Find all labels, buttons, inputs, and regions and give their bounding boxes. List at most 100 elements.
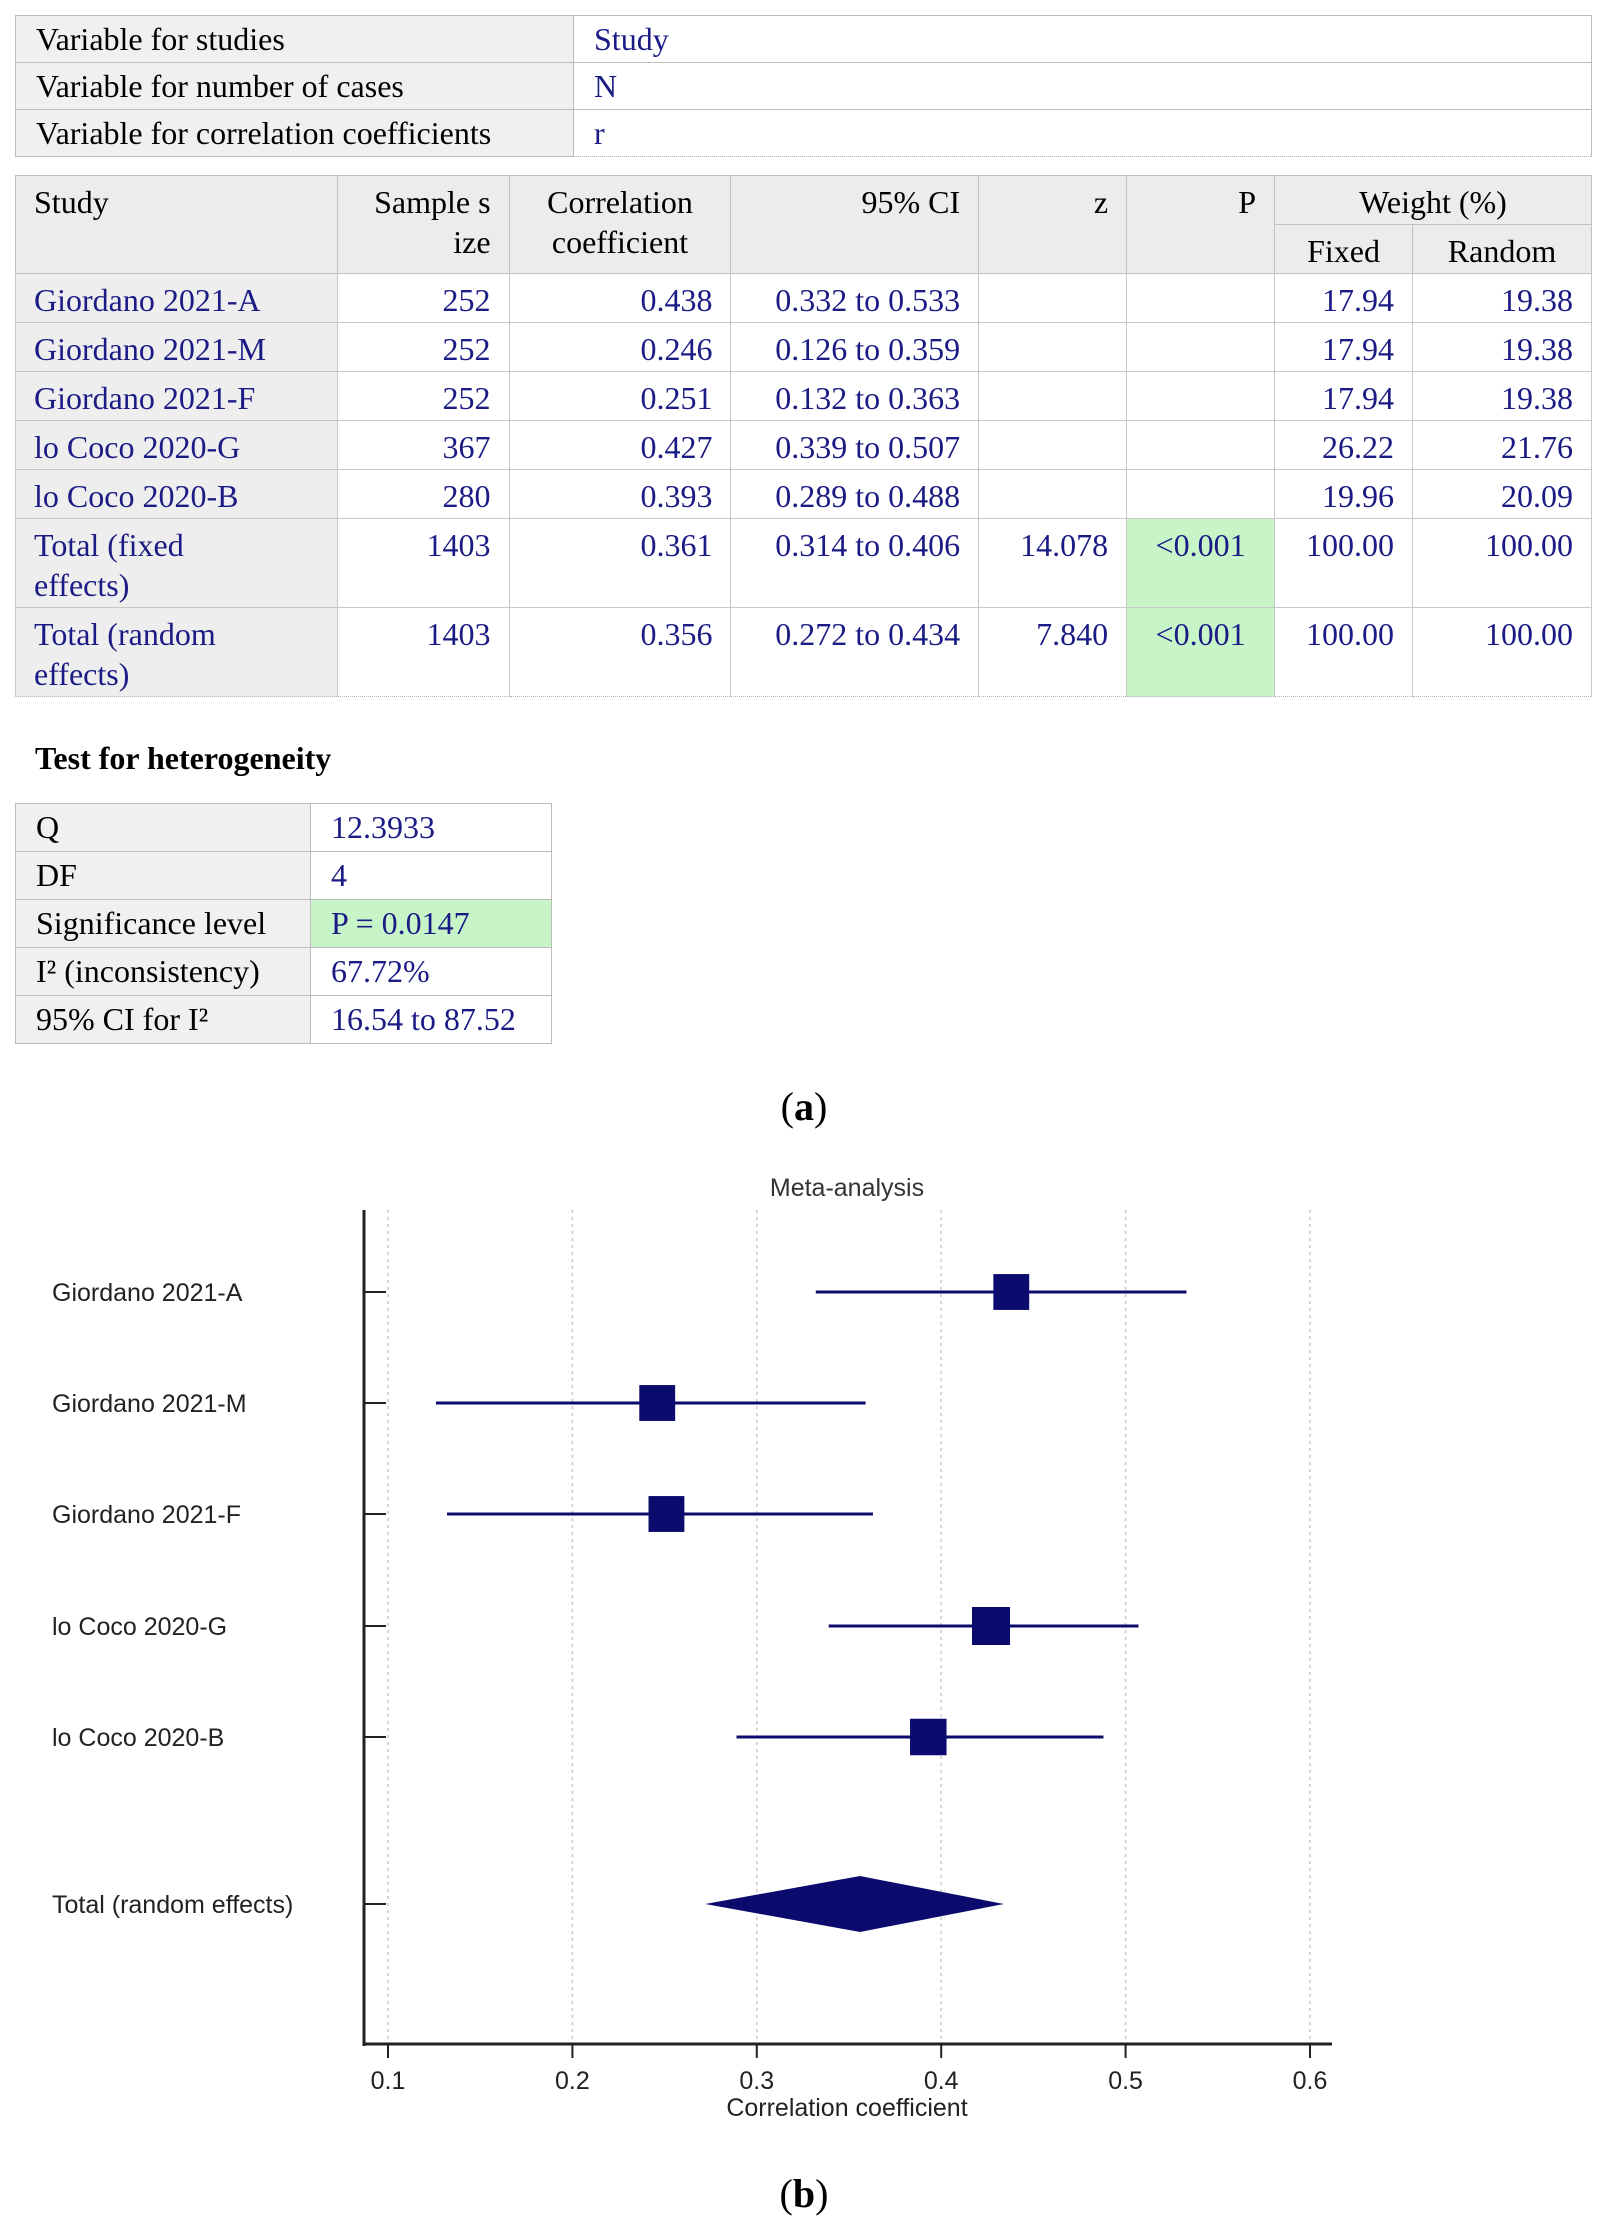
sample-size: 252 (336, 273, 510, 323)
p-value: <0.001 (1126, 607, 1276, 697)
x-axis-label: Correlation coefficient (726, 2094, 967, 2122)
sample-size: 367 (336, 420, 510, 470)
heterogeneity-label: Q (15, 803, 311, 852)
variable-row: Variable for number of cases N (15, 62, 1592, 110)
sample-size: 1403 (336, 518, 510, 608)
weight-random: 100.00 (1412, 518, 1592, 608)
study-name: lo Coco 2020-G (15, 420, 338, 470)
heterogeneity-label: 95% CI for I² (15, 995, 311, 1044)
header-fixed: Fixed (1274, 224, 1414, 274)
panel-label-a: (a) (780, 1084, 828, 1129)
p-value (1126, 469, 1276, 519)
variables-table: Variable for studies Study Variable for … (15, 15, 1592, 157)
header-correlation-line2: coefficient (551, 224, 689, 260)
heterogeneity-row: I² (inconsistency) 67.72% (15, 947, 552, 996)
weight-random: 20.09 (1412, 469, 1592, 519)
variable-row: Variable for correlation coefficients r (15, 109, 1592, 157)
summary-row: Total (random effects) (52, 1876, 1004, 1932)
sample-size: 252 (336, 322, 510, 372)
z-value: 7.840 (978, 607, 1128, 697)
x-tick-label: 0.5 (1108, 2067, 1143, 2095)
heterogeneity-row: 95% CI for I² 16.54 to 87.52 (15, 995, 552, 1044)
p-value (1126, 371, 1276, 421)
heterogeneity-label: Significance level (15, 899, 311, 948)
weight-random: 100.00 (1412, 607, 1592, 697)
heterogeneity-table: Q 12.3933 DF 4 Significance level P = 0.… (15, 803, 552, 1044)
header-random: Random (1412, 224, 1592, 274)
p-value (1126, 273, 1276, 323)
header-correlation: Correlation coefficient (508, 175, 732, 274)
z-value (978, 273, 1128, 323)
table-row: lo Coco 2020-B 280 0.393 0.289 to 0.488 … (15, 469, 1592, 519)
header-sample-size-line1: Sample s (374, 184, 491, 220)
x-tick-label: 0.1 (371, 2067, 406, 2095)
table-row: lo Coco 2020-G 367 0.427 0.339 to 0.507 … (15, 420, 1592, 470)
weight-fixed: 100.00 (1274, 518, 1414, 608)
effect-marker (639, 1385, 676, 1421)
study-row: lo Coco 2020-G (52, 1607, 1139, 1645)
z-value (978, 469, 1128, 519)
x-ticks: 0.1 0.2 0.3 0.4 0.5 0.6 (371, 2044, 1328, 2095)
study-name: Giordano 2021-M (15, 322, 338, 372)
weight-fixed: 100.00 (1274, 607, 1414, 697)
header-correlation-line1: Correlation (547, 184, 693, 220)
weight-random: 19.38 (1412, 371, 1592, 421)
x-tick-label: 0.3 (739, 2067, 774, 2095)
study-label: Giordano 2021-M (52, 1390, 247, 1418)
correlation: 0.393 (508, 469, 732, 519)
chart-title: Meta-analysis (770, 1174, 924, 1202)
study-row: Giordano 2021-F (52, 1496, 873, 1532)
header-row: Study Sample s ize Correlation coefficie… (15, 175, 1592, 274)
axes (362, 1210, 1332, 2046)
correlation: 0.356 (508, 607, 732, 697)
study-label: lo Coco 2020-B (52, 1724, 224, 1752)
study-row: lo Coco 2020-B (52, 1718, 1104, 1756)
heterogeneity-row: Q 12.3933 (15, 803, 552, 852)
sample-size: 1403 (336, 607, 510, 697)
table-row: Giordano 2021-F 252 0.251 0.132 to 0.363… (15, 371, 1592, 421)
summary-diamond (705, 1876, 1004, 1932)
study-row: Giordano 2021-M (52, 1385, 866, 1421)
heterogeneity-value: 12.3933 (310, 803, 552, 852)
total-row: Total (fixed effects) 1403 0.361 0.314 t… (15, 518, 1592, 608)
ci: 0.314 to 0.406 (730, 518, 980, 608)
effect-marker (910, 1718, 947, 1756)
study-name-line1: Total (fixed (34, 527, 184, 563)
x-tick-label: 0.6 (1293, 2067, 1328, 2095)
effect-marker (993, 1274, 1030, 1310)
variable-label: Variable for studies (15, 15, 574, 63)
header-sample-size-line2: ize (453, 224, 491, 260)
correlation: 0.361 (508, 518, 732, 608)
weight-fixed: 19.96 (1274, 469, 1414, 519)
variable-label: Variable for number of cases (15, 62, 574, 110)
ci: 0.332 to 0.533 (730, 273, 980, 323)
study-name: Giordano 2021-F (15, 371, 338, 421)
study-name-line2: effects) (34, 656, 130, 692)
variable-value: r (573, 109, 1592, 157)
ci: 0.132 to 0.363 (730, 371, 980, 421)
results-table: Study Sample s ize Correlation coefficie… (15, 175, 1592, 697)
z-value: 14.078 (978, 518, 1128, 608)
variable-row: Variable for studies Study (15, 15, 1592, 63)
correlation: 0.427 (508, 420, 732, 470)
p-value: <0.001 (1126, 518, 1276, 608)
subheader-row: Fixed Random (16, 224, 1592, 274)
header-weight: Weight (%) (1274, 175, 1592, 225)
study-name: Total (fixed effects) (15, 518, 338, 608)
correlation: 0.438 (508, 273, 732, 323)
header-study: Study (15, 175, 338, 274)
z-value (978, 420, 1128, 470)
effect-marker (648, 1496, 685, 1532)
weight-fixed: 17.94 (1274, 371, 1414, 421)
weight-random: 19.38 (1412, 322, 1592, 372)
study-label: Giordano 2021-A (52, 1279, 243, 1307)
heterogeneity-value: 16.54 to 87.52 (310, 995, 552, 1044)
z-value (978, 322, 1128, 372)
header-z: z (978, 175, 1128, 274)
sample-size: 252 (336, 371, 510, 421)
sample-size: 280 (336, 469, 510, 519)
weight-fixed: 26.22 (1274, 420, 1414, 470)
variable-value: Study (573, 15, 1592, 63)
weight-random: 21.76 (1412, 420, 1592, 470)
panel-letter-a: a (794, 1084, 814, 1129)
